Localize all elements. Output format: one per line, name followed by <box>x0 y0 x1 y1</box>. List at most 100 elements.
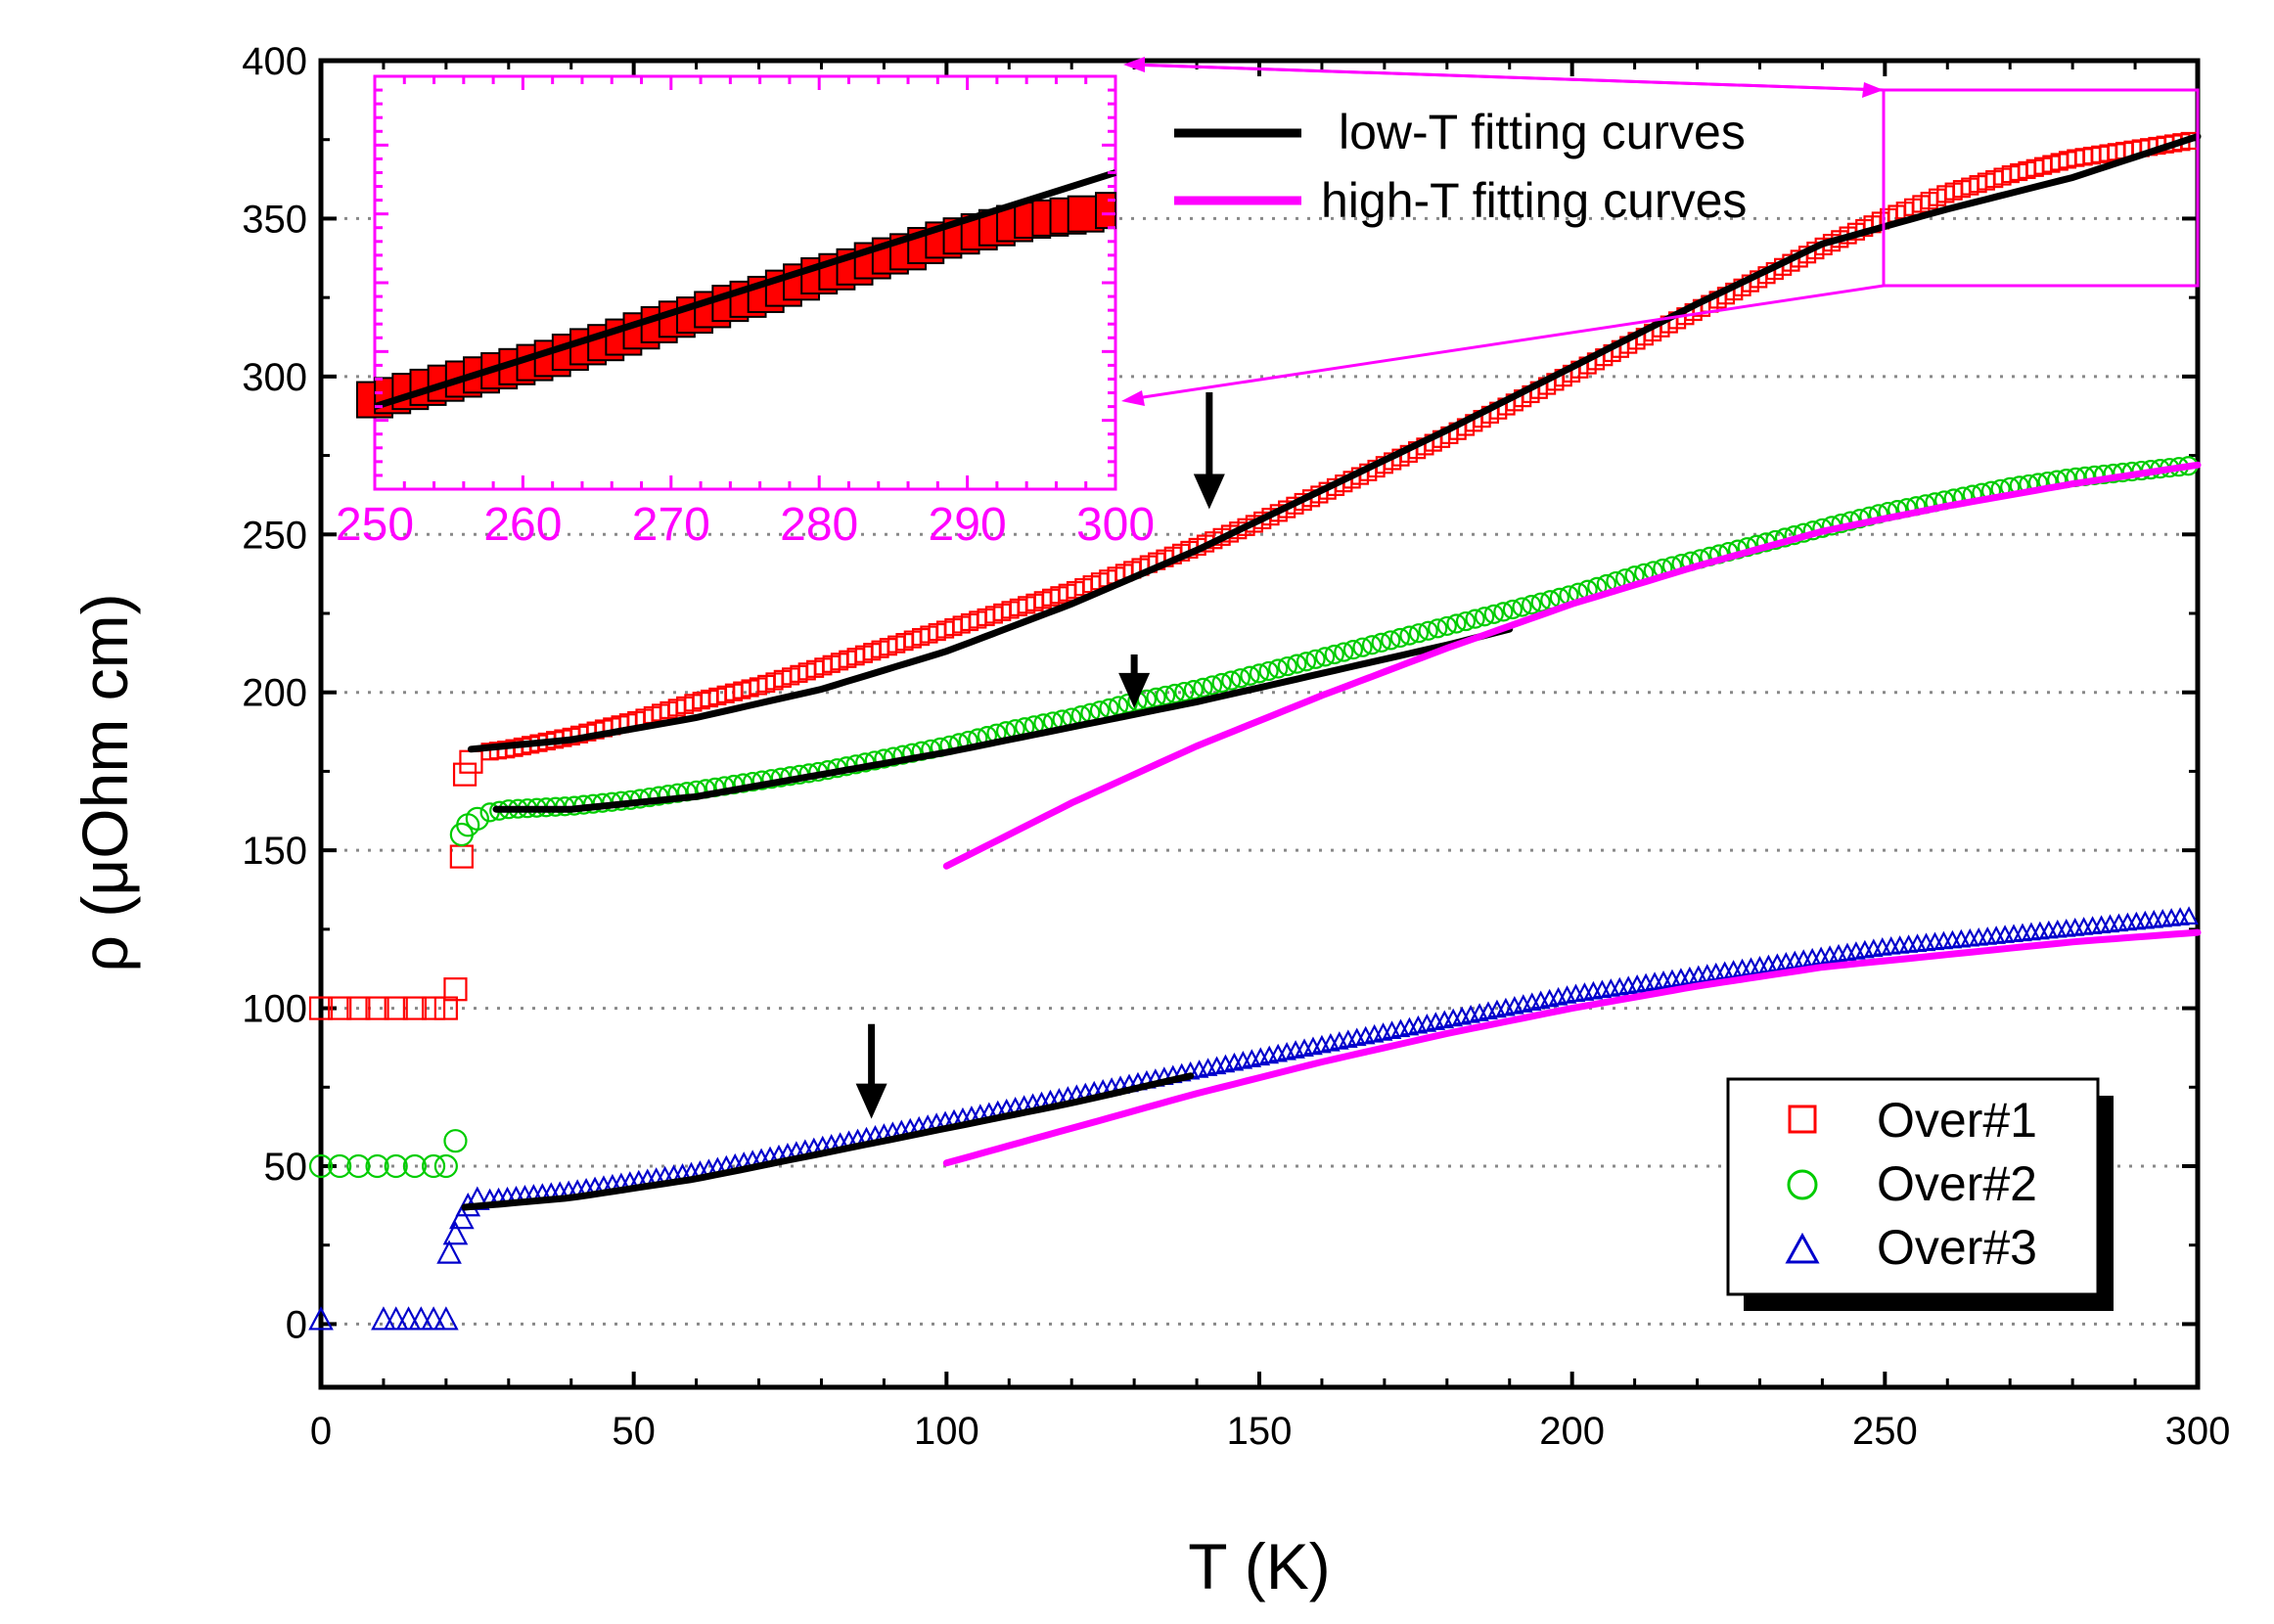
zoom-region-box <box>1882 88 2200 288</box>
data-point <box>1352 637 1373 657</box>
data-point <box>1522 595 1542 615</box>
inset-x-tick-label: 260 <box>483 499 562 551</box>
data-point <box>346 996 371 1020</box>
data-point <box>1211 672 1232 694</box>
data-point <box>402 996 427 1020</box>
data-point <box>1436 615 1457 637</box>
data-point <box>1428 618 1448 639</box>
data-point <box>1117 693 1138 714</box>
data-point <box>1202 675 1223 696</box>
data-point <box>1418 620 1438 641</box>
series-over3 <box>308 906 2199 1331</box>
legend-label-over1: Over#1 <box>1877 1093 2037 1148</box>
data-point <box>421 996 446 1020</box>
data-point <box>1164 683 1185 704</box>
fit-curves <box>461 133 2202 1211</box>
arrow-head-3 <box>855 1083 887 1119</box>
inset-x-tick-label: 270 <box>632 499 710 551</box>
x-tick-labels: 0 50 100 150 200 250 300 <box>310 1410 2231 1453</box>
legend-marker-over1 <box>1788 1105 1817 1134</box>
data-point <box>1361 635 1383 655</box>
data-point <box>892 744 913 765</box>
data-point <box>408 1306 434 1331</box>
y-tick-label: 0 <box>286 1303 307 1346</box>
inset-plot <box>356 169 1117 419</box>
low-t-fit-2 <box>492 625 1514 813</box>
data-point <box>443 1129 468 1153</box>
data-point <box>328 996 352 1020</box>
data-point <box>1371 632 1391 653</box>
zoom-connector-bottom-arrowhead <box>1121 390 1145 406</box>
data-point <box>1287 654 1307 674</box>
y-tick-label: 150 <box>242 830 307 873</box>
data-point <box>733 773 753 793</box>
fit-legend-low-label: low-T fitting curves <box>1339 105 1746 159</box>
arrow-head-1 <box>1193 474 1225 510</box>
zoom-connector-bottom <box>1129 284 1885 401</box>
data-point <box>1296 652 1317 672</box>
inset-ticks <box>373 74 1117 491</box>
x-tick-label: 300 <box>2165 1410 2231 1453</box>
data-point <box>433 1306 459 1331</box>
inset-x-tick-label: 290 <box>929 499 1007 551</box>
data-point <box>1408 623 1430 644</box>
axis-ticks <box>319 59 2200 1387</box>
data-point <box>1324 644 1344 665</box>
data-point <box>1240 665 1260 686</box>
legend-label-over3: Over#3 <box>1877 1220 2037 1275</box>
inset-x-tick-label: 300 <box>1076 499 1155 551</box>
x-tick-label: 0 <box>310 1410 332 1453</box>
y-tick-label: 400 <box>242 40 307 83</box>
zoom-connector-top-return <box>1129 63 1885 92</box>
data-point <box>1399 625 1420 646</box>
series-legend: Over#1 Over#2 Over#3 <box>1726 1077 2114 1311</box>
y-tick-labels: 0 50 100 150 200 250 300 350 400 <box>242 40 307 1346</box>
y-tick-label: 200 <box>242 672 307 715</box>
data-point <box>1475 607 1495 627</box>
data-point <box>384 1153 408 1179</box>
data-point <box>1502 599 1524 620</box>
inset-data-point-edge <box>1095 192 1116 230</box>
data-point <box>1193 677 1213 698</box>
data-point <box>1334 642 1354 662</box>
data-point <box>465 806 489 831</box>
x-tick-label: 200 <box>1539 1410 1605 1453</box>
transition-arrows <box>855 392 1225 1119</box>
series-over2 <box>308 456 2199 1179</box>
y-tick-label: 50 <box>264 1146 308 1189</box>
data-point <box>402 1153 427 1179</box>
data-point <box>421 1153 446 1179</box>
data-point <box>365 1153 389 1179</box>
data-point <box>1305 649 1326 669</box>
inset-x-tick-label: 250 <box>336 499 414 551</box>
data-point <box>365 996 389 1020</box>
y-tick-label: 300 <box>242 356 307 399</box>
x-tick-label: 100 <box>914 1410 979 1453</box>
y-axis-title: ρ (μOhm cm) <box>68 593 141 971</box>
data-point <box>395 1306 422 1331</box>
inset-low-t-fit <box>373 169 1117 410</box>
data-point <box>308 996 334 1020</box>
data-point <box>308 1153 334 1179</box>
data-point <box>443 977 468 1002</box>
data-point <box>2084 465 2105 486</box>
y-tick-label: 100 <box>242 988 307 1031</box>
data-point <box>308 1306 334 1331</box>
data-point <box>1530 592 1551 612</box>
x-tick-label: 150 <box>1227 1410 1293 1453</box>
low-t-fit-1 <box>467 133 2202 753</box>
data-point <box>667 783 688 803</box>
data-point <box>1342 640 1364 660</box>
data-point <box>1258 660 1279 682</box>
high-t-fit-2 <box>942 928 2202 1167</box>
data-point <box>1221 670 1242 691</box>
data-point <box>1389 627 1410 649</box>
data-point <box>328 1153 352 1179</box>
legend-label-over2: Over#2 <box>1877 1156 2037 1211</box>
legend-marker-over2 <box>1787 1169 1818 1200</box>
data-point <box>1455 610 1477 632</box>
data-point <box>1446 613 1467 634</box>
y-tick-label: 250 <box>242 514 307 557</box>
